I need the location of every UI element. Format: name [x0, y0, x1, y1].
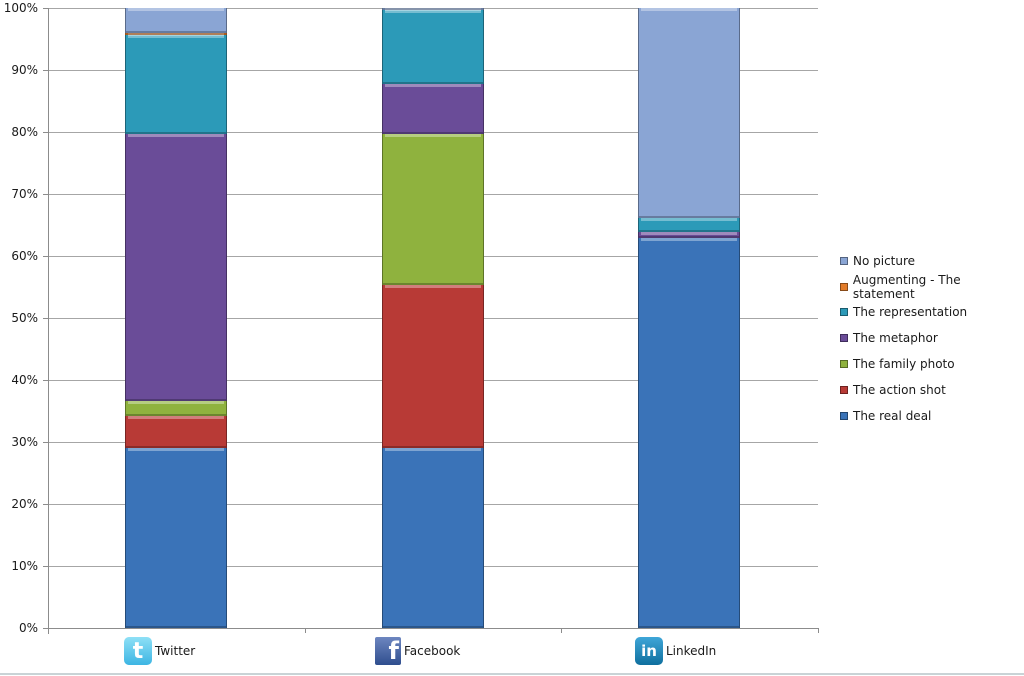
legend-item: Augmenting - The statement: [840, 272, 1024, 301]
legend-label: The action shot: [853, 382, 946, 397]
bar-segment-the-action-shot: [382, 285, 484, 449]
legend-swatch: [840, 256, 848, 265]
legend-item: The family photo: [840, 351, 1024, 377]
x-label-text: LinkedIn: [666, 644, 717, 658]
y-tick-mark: [43, 8, 48, 9]
bar-segment-the-metaphor: [382, 83, 484, 135]
legend-swatch: [840, 282, 848, 291]
legend-swatch: [840, 385, 848, 394]
x-label-text: Twitter: [155, 644, 196, 658]
legend-item: No picture: [840, 248, 1024, 274]
bar-segment-no-picture: [638, 8, 740, 218]
x-tick-mark: [305, 628, 306, 633]
bar-segment-the-representation: [638, 217, 740, 233]
bar-segment-the-real-deal: [125, 448, 227, 628]
bar-segment-the-family-photo: [382, 133, 484, 286]
legend-item: The metaphor: [840, 325, 1024, 351]
x-tick-mark: [561, 628, 562, 633]
bar-twitter: [125, 8, 227, 628]
bar-segment-no-picture: [125, 8, 227, 33]
legend-swatch: [840, 308, 848, 317]
y-tick-label: 50%: [11, 311, 38, 325]
y-tick-label: 100%: [3, 1, 38, 15]
y-tick-mark: [43, 504, 48, 505]
bar-segment-the-real-deal: [382, 448, 484, 628]
legend-label: The metaphor: [853, 331, 938, 346]
x-label-facebook: f Facebook: [375, 636, 460, 666]
legend-swatch: [840, 411, 848, 420]
legend-item: The representation: [840, 300, 1024, 326]
legend-item: The real deal: [840, 403, 1024, 429]
bar-segment-the-representation: [125, 34, 227, 135]
y-tick-mark: [43, 194, 48, 195]
x-label-linkedin: in LinkedIn: [635, 636, 716, 666]
bar-segment-the-representation: [382, 10, 484, 84]
legend-label: The representation: [853, 305, 968, 320]
y-tick-label: 90%: [11, 63, 38, 77]
y-tick-mark: [43, 256, 48, 257]
x-label-text: Facebook: [404, 644, 461, 658]
y-tick-label: 70%: [11, 187, 38, 201]
bar-segment-the-action-shot: [125, 415, 227, 449]
y-tick-label: 10%: [11, 559, 38, 573]
y-tick-mark: [43, 318, 48, 319]
y-tick-label: 20%: [11, 497, 38, 511]
bar-segment-the-family-photo: [125, 401, 227, 416]
bar-facebook: [382, 8, 484, 628]
y-tick-mark: [43, 70, 48, 71]
y-tick-mark: [43, 442, 48, 443]
y-tick-label: 60%: [11, 249, 38, 263]
bar-segment-the-metaphor: [638, 231, 740, 239]
x-tick-mark: [818, 628, 819, 633]
y-tick-mark: [43, 380, 48, 381]
linkedin-icon: in: [635, 637, 663, 665]
bar-linkedin: [638, 8, 740, 628]
legend-swatch: [840, 360, 848, 369]
legend-item: The action shot: [840, 377, 1024, 403]
y-tick-label: 30%: [11, 435, 38, 449]
y-tick-label: 0%: [18, 621, 38, 635]
bar-segment-the-real-deal: [638, 238, 740, 628]
legend-label: Augmenting - The statement: [852, 272, 961, 301]
bar-segment-augmenting-the-statement: [125, 32, 227, 36]
y-tick-label: 40%: [11, 373, 38, 387]
bar-segment-no-picture: [382, 8, 484, 12]
x-axis-line: [43, 628, 819, 629]
legend-label: The real deal: [853, 408, 932, 423]
bar-segment-the-metaphor: [125, 133, 227, 402]
twitter-icon: t: [124, 637, 152, 665]
y-tick-mark: [43, 132, 48, 133]
y-tick-mark: [43, 566, 48, 567]
legend: No picture Augmenting - The statement The …: [840, 248, 1024, 429]
bottom-divider: [0, 673, 1024, 675]
x-label-twitter: t Twitter: [124, 636, 195, 666]
y-tick-label: 80%: [11, 125, 38, 139]
y-axis-line: [48, 8, 49, 634]
facebook-icon: f: [375, 637, 401, 665]
legend-label: The family photo: [853, 357, 955, 372]
legend-label: No picture: [853, 253, 916, 268]
legend-swatch: [840, 334, 848, 343]
